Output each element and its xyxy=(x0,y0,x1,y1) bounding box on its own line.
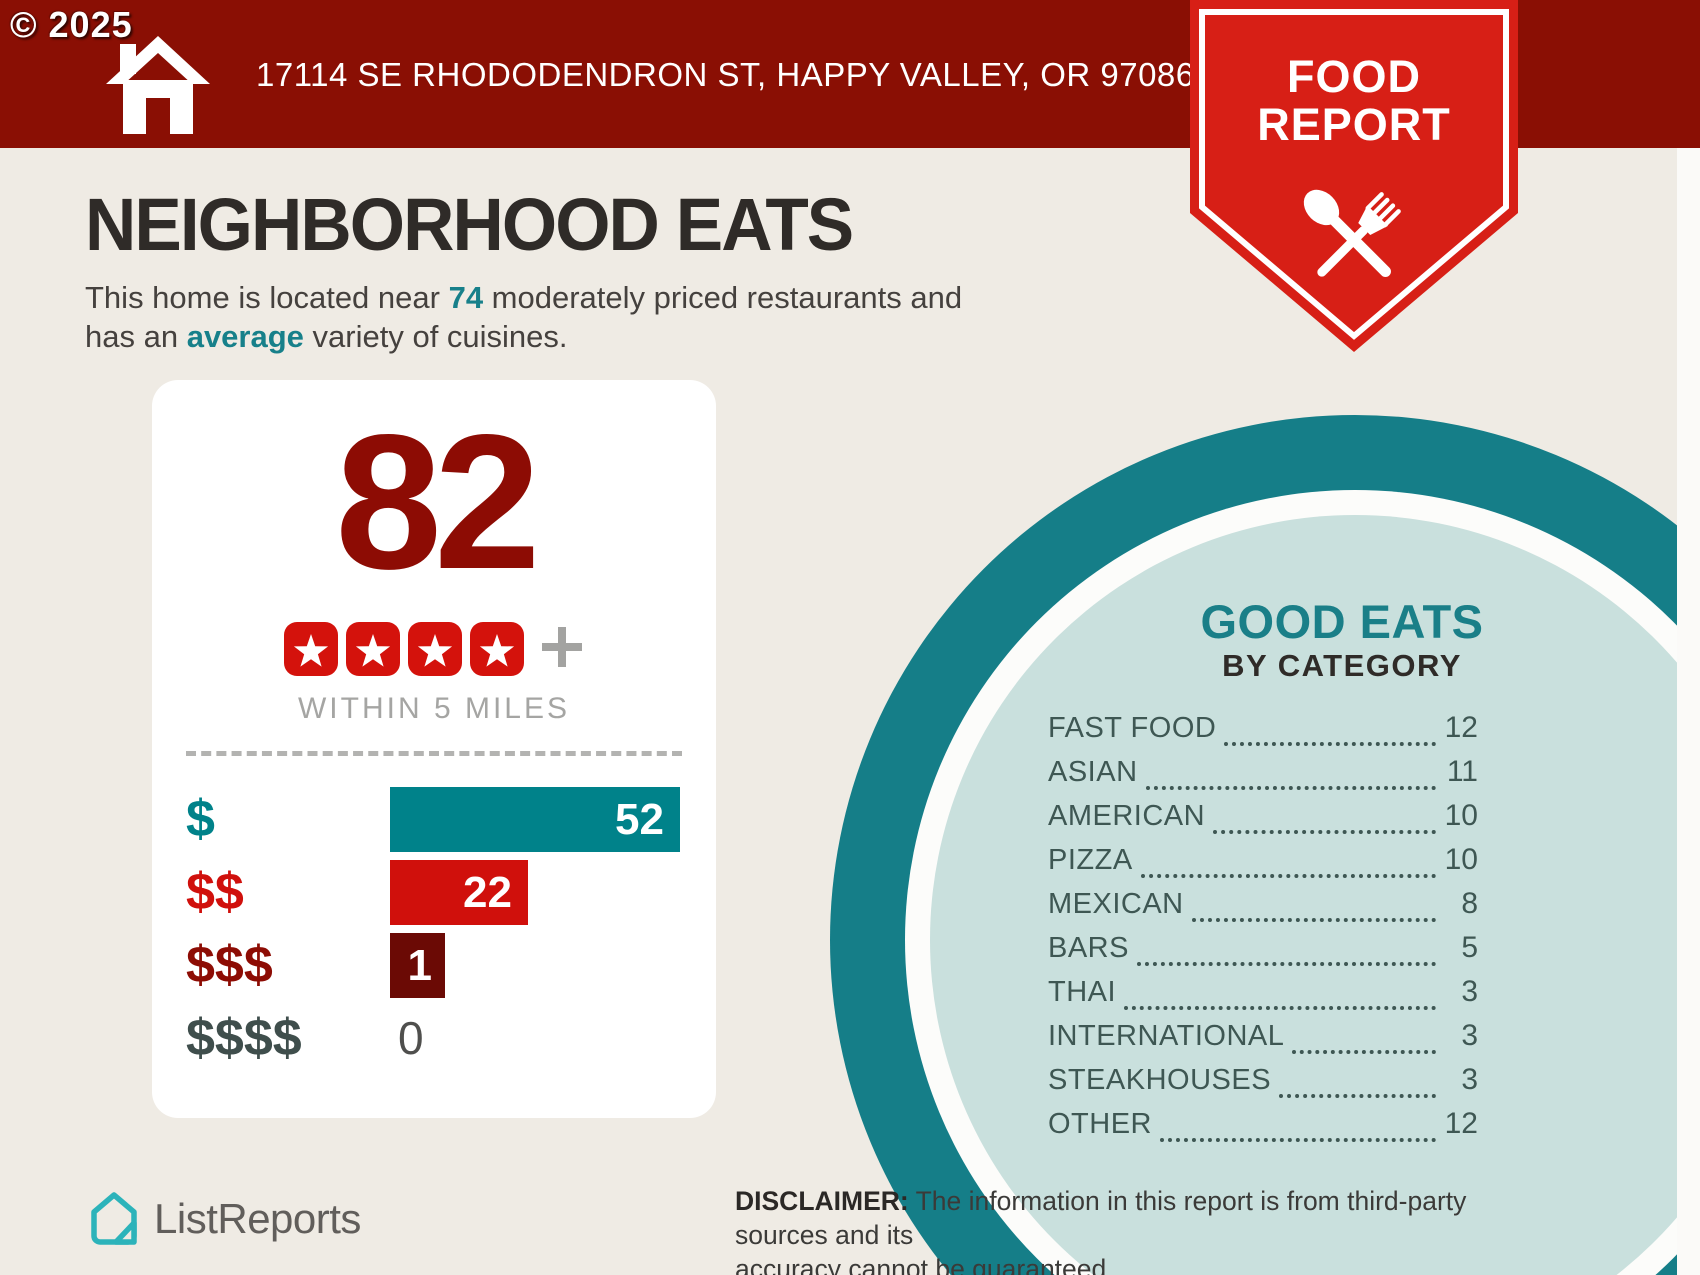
category-value: 12 xyxy=(1444,711,1478,744)
category-label: PIZZA xyxy=(1048,844,1133,876)
star-tile xyxy=(470,622,524,676)
disclaimer-line1: DISCLAIMER: The information in this repo… xyxy=(735,1186,1467,1250)
category-value: 12 xyxy=(1444,1107,1478,1140)
intro-paragraph: This home is located near 74 moderately … xyxy=(85,278,962,356)
star-tile xyxy=(408,622,462,676)
intro-line2: has an average variety of cuisines. xyxy=(85,319,568,354)
category-row: AMERICAN 10 xyxy=(1048,799,1478,843)
category-label: MEXICAN xyxy=(1048,888,1184,920)
score-card: 82 WITHIN 5 MILES $ 52 52 $$ 22 22 xyxy=(152,380,716,1118)
category-list: FAST FOOD 12 ASIAN 11 AMERICAN 10 PIZZA … xyxy=(1048,711,1478,1151)
star-icon xyxy=(479,634,515,667)
category-label: AMERICAN xyxy=(1048,800,1206,832)
price-level-label: $$$$ xyxy=(186,1009,302,1067)
good-eats-subtitle: BY CATEGORY xyxy=(1222,648,1462,683)
variety-highlight: average xyxy=(186,319,304,354)
category-value: 8 xyxy=(1461,887,1478,920)
category-label: INTERNATIONAL xyxy=(1048,1020,1285,1052)
star-icon xyxy=(293,634,329,667)
dashed-divider xyxy=(186,751,682,756)
intro-line1: This home is located near 74 moderately … xyxy=(85,280,963,315)
price-level-bar: 52 xyxy=(390,787,680,852)
copyright-text: © 2025 xyxy=(10,4,133,45)
dotted-leader xyxy=(1136,962,1436,966)
star-rating xyxy=(152,622,716,676)
price-level-label: $ xyxy=(186,790,215,848)
category-value: 3 xyxy=(1461,975,1478,1008)
star-icon xyxy=(417,634,453,667)
disclaimer-line2: accuracy cannot be guaranteed. xyxy=(735,1254,1114,1275)
category-label: FAST FOOD xyxy=(1048,712,1217,744)
dotted-leader xyxy=(1160,1138,1436,1142)
category-row: FAST FOOD 12 xyxy=(1048,711,1478,755)
category-row: INTERNATIONAL 3 xyxy=(1048,1019,1478,1063)
category-row: OTHER 12 xyxy=(1048,1107,1478,1151)
price-level-value: 1 xyxy=(407,940,432,990)
star-icon xyxy=(355,634,391,667)
food-score: 82 xyxy=(335,394,541,609)
category-label: OTHER xyxy=(1048,1108,1152,1140)
category-row: ASIAN 11 xyxy=(1048,755,1478,799)
dotted-leader xyxy=(1224,742,1436,746)
dotted-leader xyxy=(1140,874,1436,878)
badge-line2: REPORT xyxy=(1257,99,1451,150)
category-value: 10 xyxy=(1444,843,1478,876)
listreports-logo: ListReports xyxy=(86,1190,361,1248)
category-row: BARS 5 xyxy=(1048,931,1478,975)
price-level-label: $$$ xyxy=(186,936,273,994)
category-row: PIZZA 10 xyxy=(1048,843,1478,887)
price-level-value: 52 xyxy=(615,794,664,844)
badge-line1: FOOD xyxy=(1287,51,1421,102)
price-level-label: $$ xyxy=(186,863,244,921)
star-tile xyxy=(284,622,338,676)
category-value: 5 xyxy=(1461,931,1478,964)
dotted-leader xyxy=(1292,1050,1436,1054)
dotted-leader xyxy=(1145,786,1436,790)
price-level-row: $ 52 52 xyxy=(186,787,682,852)
good-eats-title: GOOD EATS xyxy=(1200,595,1484,648)
utensils-icon xyxy=(1303,189,1401,277)
price-level-bar: 22 xyxy=(390,860,528,925)
page-right-margin xyxy=(1677,148,1700,1275)
category-label: STEAKHOUSES xyxy=(1048,1064,1272,1096)
restaurant-count: 74 xyxy=(448,280,484,315)
category-row: THAI 3 xyxy=(1048,975,1478,1019)
price-level-zero-value: 0 xyxy=(398,1012,424,1064)
star-tile xyxy=(346,622,400,676)
price-level-bar: 1 xyxy=(390,933,445,998)
category-row: STEAKHOUSES 3 xyxy=(1048,1063,1478,1107)
price-level-row: $$$$ 0 0 xyxy=(186,1009,682,1067)
plus-icon xyxy=(540,625,584,674)
brand-name: ListReports xyxy=(154,1195,361,1242)
category-row: MEXICAN 8 xyxy=(1048,887,1478,931)
page-title: NEIGHBORHOOD EATS xyxy=(85,183,854,266)
dotted-leader xyxy=(1213,830,1436,834)
price-level-row: $$ 22 22 xyxy=(186,860,682,925)
price-level-value: 22 xyxy=(463,867,512,917)
category-value: 11 xyxy=(1446,755,1478,788)
category-value: 3 xyxy=(1461,1019,1478,1052)
dotted-leader xyxy=(1124,1006,1436,1010)
category-label: ASIAN xyxy=(1048,756,1138,788)
dotted-leader xyxy=(1191,918,1436,922)
category-label: BARS xyxy=(1048,932,1129,964)
category-value: 3 xyxy=(1461,1063,1478,1096)
category-label: THAI xyxy=(1048,976,1117,1008)
listreports-logo-icon xyxy=(91,1192,137,1245)
disclaimer: DISCLAIMER: The information in this repo… xyxy=(735,1184,1515,1275)
category-value: 10 xyxy=(1444,799,1478,832)
home-icon xyxy=(106,36,210,134)
property-address: 17114 SE RHODODENDRON ST, HAPPY VALLEY, … xyxy=(256,56,1195,93)
price-level-row: $$$ 1 1 xyxy=(186,933,682,998)
dotted-leader xyxy=(1279,1094,1436,1098)
food-report-badge: FOOD REPORT xyxy=(1190,0,1518,352)
radius-label: WITHIN 5 MILES xyxy=(297,692,571,725)
